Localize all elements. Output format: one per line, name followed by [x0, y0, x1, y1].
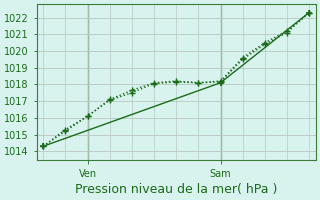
- X-axis label: Pression niveau de la mer( hPa ): Pression niveau de la mer( hPa ): [75, 183, 277, 196]
